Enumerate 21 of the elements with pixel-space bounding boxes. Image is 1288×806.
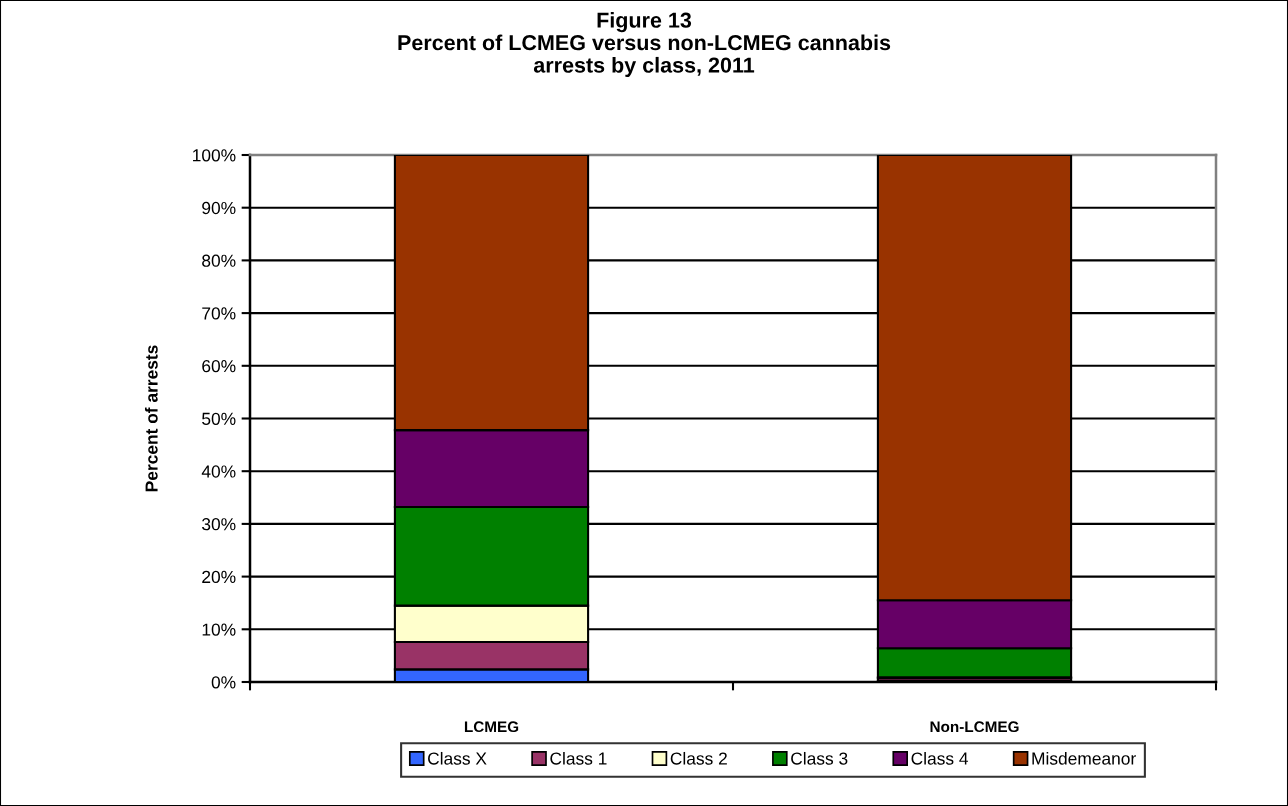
legend-label: Class 4 [911, 751, 969, 765]
x-tick-label: Non-LCMEG [930, 721, 1019, 733]
y-tick-label: 40% [201, 465, 236, 478]
y-tick-label: 20% [202, 570, 236, 584]
y-tick-label: 70% [202, 307, 236, 320]
legend-label: Class 3 [791, 751, 848, 765]
legend-label: Class 1 [550, 751, 607, 765]
y-axis-title: Percent of arrests [144, 345, 158, 492]
chart-title: Figure 13 Percent of LCMEG versus non-LCMEG cannabis arrests by class, 2011 [398, 12, 891, 77]
y-tick-label: 30% [202, 518, 236, 531]
legend-label: Class X [428, 751, 487, 765]
y-tick-label: 100% [193, 149, 236, 162]
y-tick-label: 0% [211, 676, 236, 689]
y-tick-label: 90% [202, 201, 236, 215]
legend-label: Class 2 [670, 751, 727, 765]
x-tick-label: LCMEG [464, 721, 519, 733]
legend-label: Misdemeanor [1032, 751, 1136, 765]
y-tick-label: 50% [202, 412, 236, 425]
y-tick-label: 60% [202, 359, 236, 373]
y-tick-label: 80% [202, 254, 236, 267]
y-tick-label: 10% [202, 623, 236, 636]
